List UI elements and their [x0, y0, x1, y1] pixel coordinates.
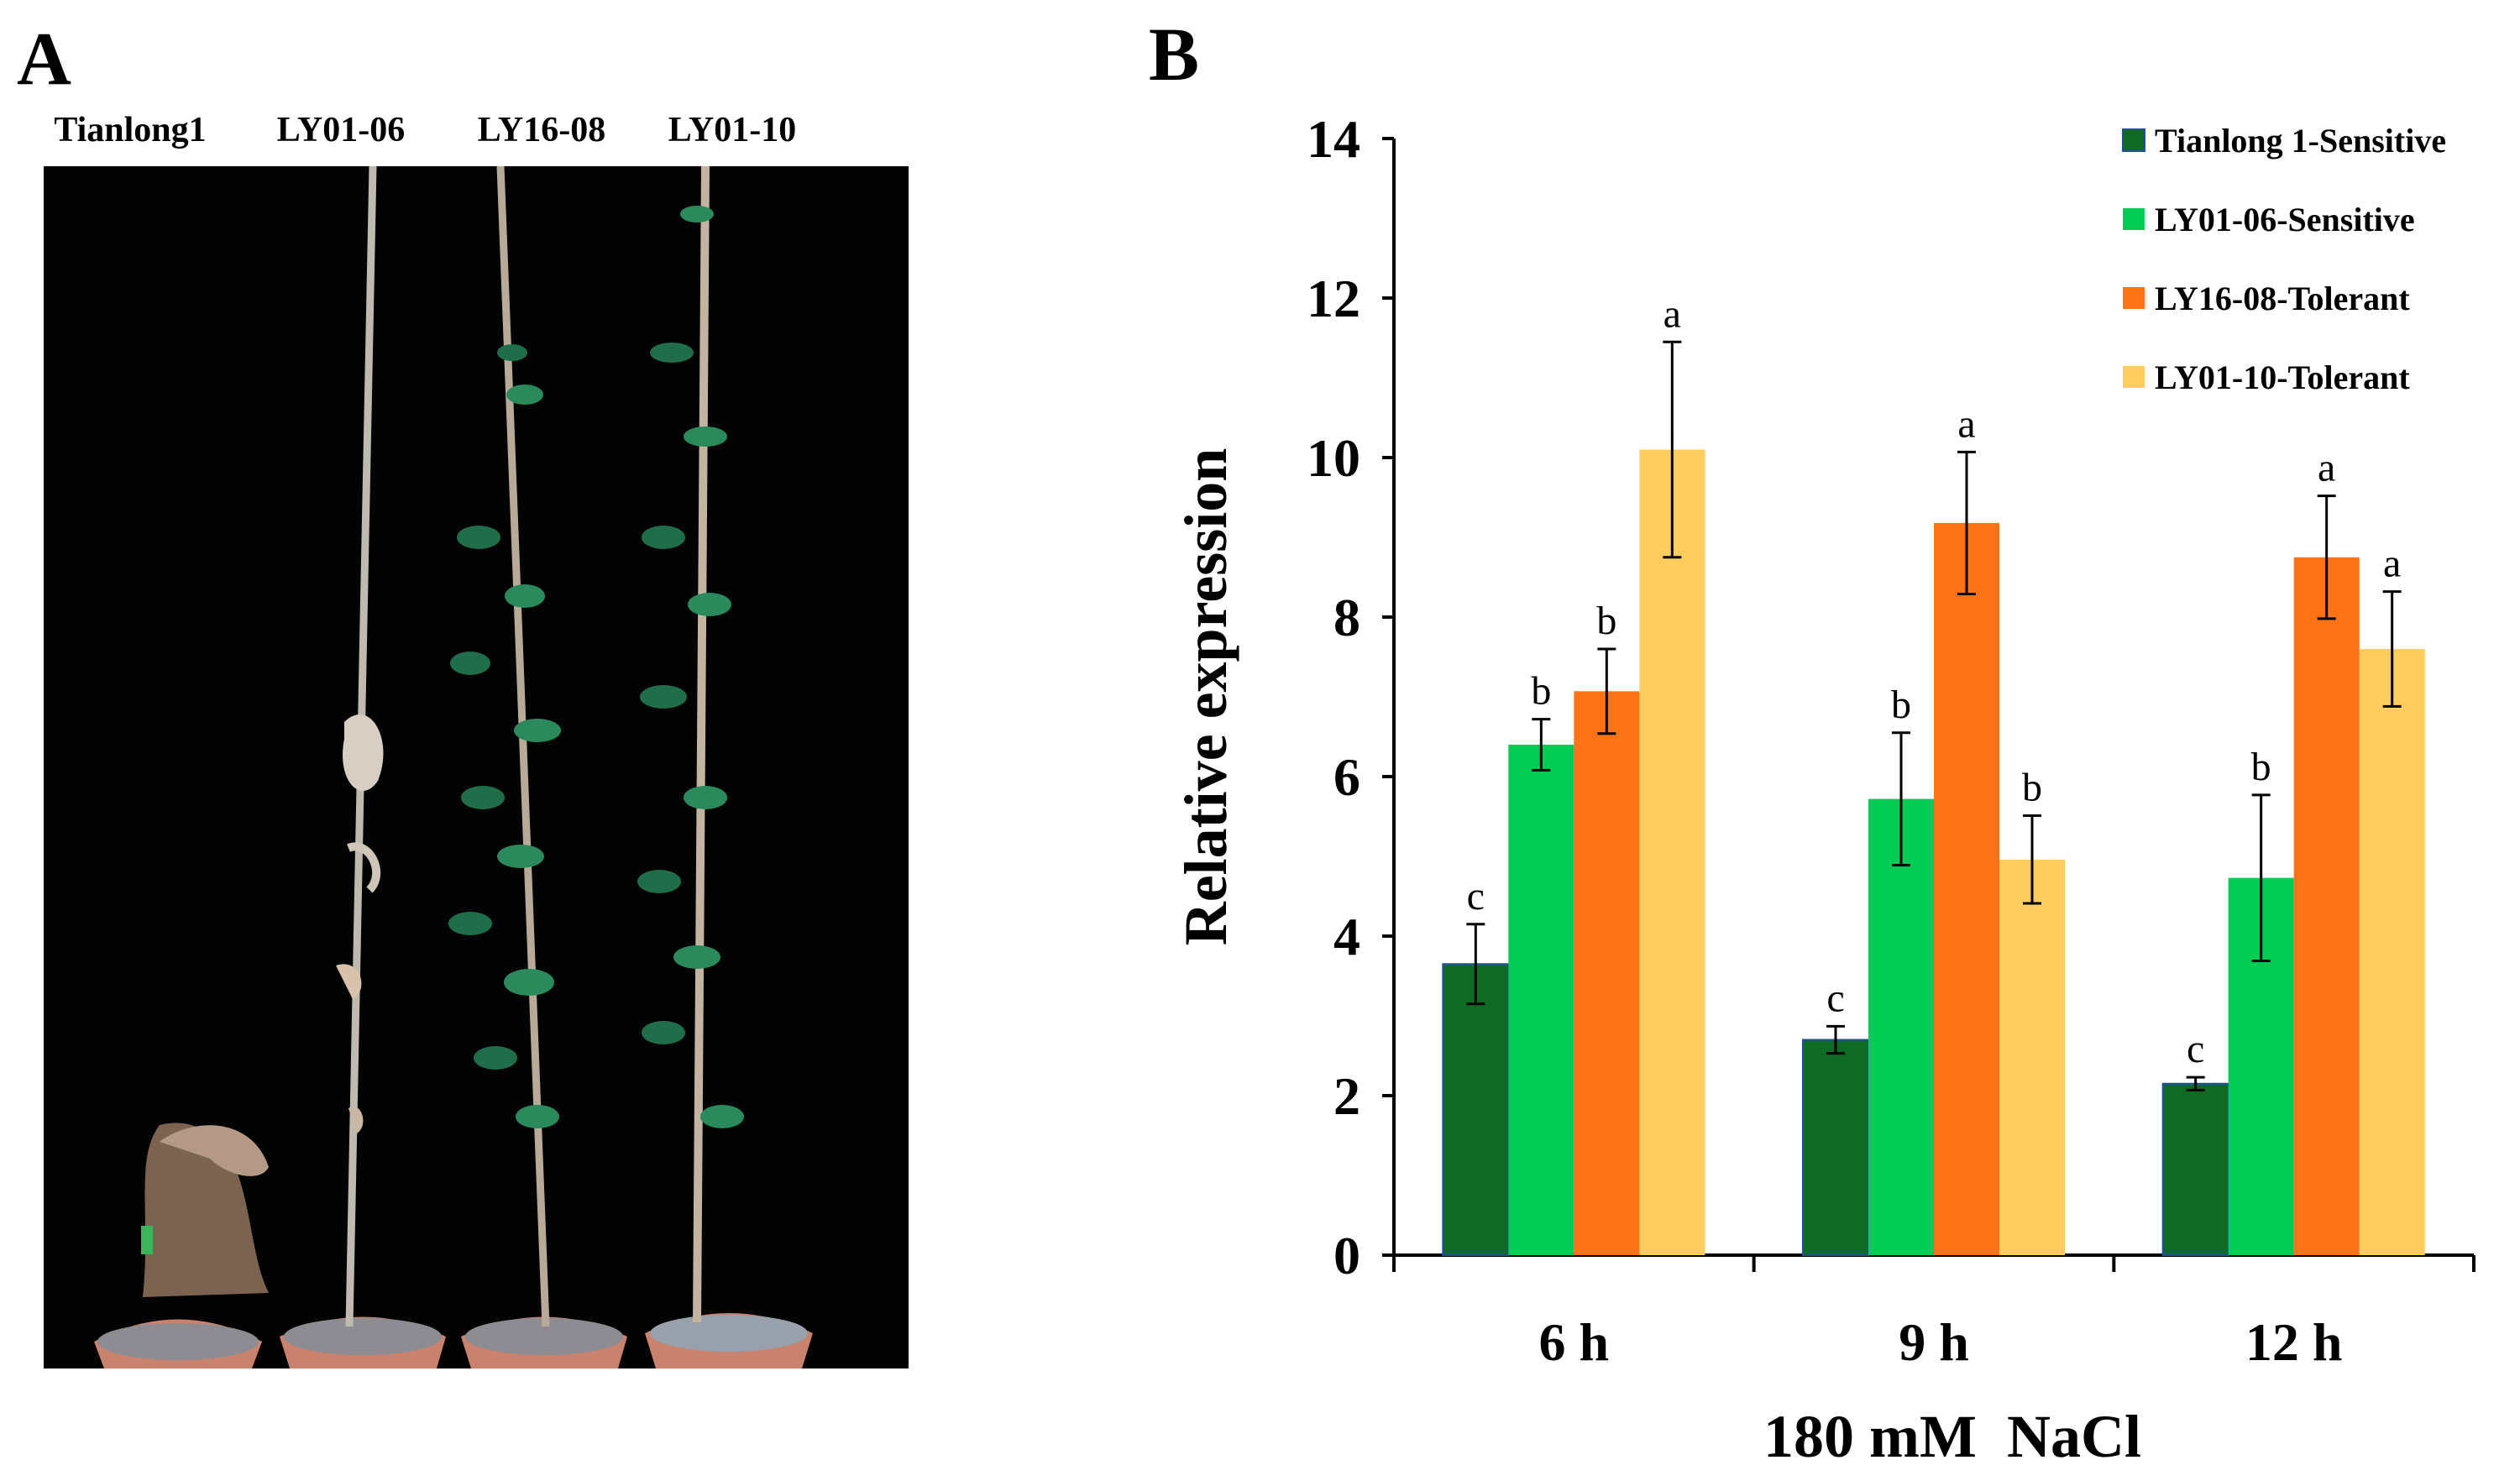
legend: Tianlong 1-Sensitive LY01-06-Sensitive L… — [2122, 122, 2446, 396]
y-tick-label: 14 — [1307, 109, 1360, 169]
legend-swatch-ly01-06 — [2123, 208, 2145, 230]
legend-swatch-tianlong1 — [2122, 128, 2145, 152]
significance-letter: b — [2022, 766, 2042, 810]
significance-letter: a — [1663, 291, 1681, 336]
legend-label-ly01-06: LY01-06-Sensitive — [2155, 201, 2415, 238]
significance-letter: b — [2251, 745, 2271, 789]
bar — [1442, 963, 1510, 1256]
bar — [1574, 691, 1640, 1255]
bar — [2161, 1082, 2229, 1256]
y-tick-label: 4 — [1333, 907, 1360, 966]
plant-label-ly01-10: LY01-10 — [668, 111, 796, 149]
y-tick-label: 6 — [1333, 747, 1360, 807]
dried-plant — [336, 714, 384, 1133]
healthy-vines — [448, 206, 744, 1128]
significance-letter: b — [1891, 683, 1911, 727]
plant-label-ly01-06: LY01-06 — [277, 111, 405, 149]
bar — [1999, 859, 2065, 1255]
bar-series: c c c b b b b a a a b a — [1442, 291, 2425, 1256]
legend-swatch-ly16-08 — [2123, 287, 2145, 309]
legend-label-ly16-08: LY16-08-Tolerant — [2155, 280, 2410, 317]
bar — [2293, 557, 2360, 1255]
significance-letter: a — [2383, 542, 2401, 586]
x-tick-label: 12 h — [2245, 1312, 2343, 1372]
x-ticks: 6 h 9 h 12 h — [1392, 1255, 2475, 1372]
legend-swatch-ly01-10 — [2123, 366, 2145, 388]
bar — [1508, 745, 1574, 1255]
y-tick-label: 0 — [1333, 1226, 1360, 1285]
bar — [1639, 449, 1705, 1255]
x-tick-label: 6 h — [1539, 1312, 1610, 1372]
significance-letter: c — [2187, 1027, 2204, 1071]
legend-label-tianlong1: Tianlong 1-Sensitive — [2155, 122, 2446, 160]
bar — [1934, 522, 1999, 1255]
significance-letter: c — [1826, 976, 1844, 1020]
bar — [1802, 1039, 1869, 1256]
y-tick-label: 8 — [1333, 588, 1360, 647]
wilted-plant — [141, 1123, 269, 1297]
legend-label-ly01-10: LY01-10-Tolerant — [2155, 358, 2410, 396]
significance-letter: a — [1957, 401, 1975, 446]
plant-label-ly16-08: LY16-08 — [478, 111, 605, 149]
y-ticks: 0 2 4 6 8 10 12 14 — [1307, 109, 1394, 1285]
x-tick-label: 9 h — [1899, 1312, 1969, 1372]
y-tick-label: 10 — [1307, 428, 1360, 488]
panel-b-letter: B — [1149, 13, 1199, 97]
panel-b: B Relative expression 180 mM NaCl 0 2 4 6 8 1… — [1149, 13, 2475, 1470]
panel-a: A Tianlong1 LY01-06 LY16-08 LY01-10 — [17, 18, 909, 1368]
y-tick-label: 12 — [1307, 269, 1360, 328]
significance-letter: b — [1596, 599, 1616, 643]
y-axis-title: Relative expression — [1172, 448, 1239, 946]
panel-a-letter: A — [17, 18, 71, 101]
y-tick-label: 2 — [1333, 1066, 1360, 1126]
bar — [1868, 798, 1934, 1255]
significance-letter: b — [1531, 669, 1551, 714]
bar — [2359, 649, 2425, 1255]
x-axis-title: 180 mM NaCl — [1763, 1403, 2141, 1470]
plant-photo — [44, 165, 909, 1368]
pots — [94, 1313, 813, 1368]
significance-letter: a — [2318, 446, 2335, 490]
significance-letter: c — [1467, 874, 1485, 918]
plant-label-tianlong1: Tianlong1 — [54, 111, 206, 149]
